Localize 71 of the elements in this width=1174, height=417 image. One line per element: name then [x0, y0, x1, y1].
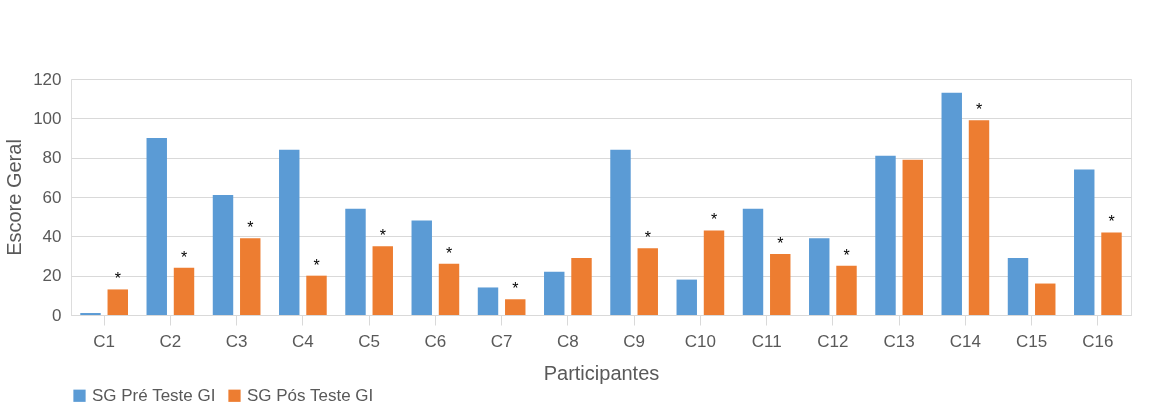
bar	[107, 289, 128, 315]
annotation: *	[1108, 213, 1115, 231]
x-tick-label: C9	[623, 331, 645, 351]
annotation: *	[777, 235, 784, 253]
x-tick-label: C14	[949, 331, 981, 351]
bar	[809, 238, 830, 315]
y-tick-label: 0	[52, 305, 62, 325]
bar	[610, 149, 631, 315]
annotation: *	[313, 256, 320, 274]
x-axis-title: Participantes	[543, 361, 660, 384]
bar	[372, 246, 393, 315]
x-tick-label: C15	[1016, 331, 1048, 351]
bar	[941, 92, 962, 315]
bar	[240, 238, 261, 315]
legend-label: SG Pré Teste GI	[92, 385, 216, 405]
annotation: *	[843, 246, 850, 264]
bar	[345, 208, 366, 315]
bar	[477, 287, 499, 315]
y-tick-label: 60	[42, 187, 62, 207]
annotation: *	[710, 211, 718, 229]
annotation: *	[975, 101, 983, 119]
y-tick-label: 120	[33, 69, 62, 89]
bar	[306, 275, 327, 315]
annotation: *	[114, 270, 121, 288]
bar	[703, 230, 725, 315]
legend-label: SG Pós Teste GI	[247, 385, 374, 405]
x-tick-label: C13	[883, 331, 915, 351]
bar	[875, 155, 896, 315]
annotation: *	[644, 229, 651, 247]
bar	[438, 263, 460, 315]
bar	[505, 299, 526, 315]
x-tick-label: C6	[424, 331, 447, 351]
bar	[1101, 232, 1122, 315]
y-axis-title: Escore Geral	[3, 139, 26, 256]
annotation: *	[379, 227, 386, 245]
annotation: *	[180, 248, 188, 266]
bar	[968, 120, 990, 315]
x-tick-label: C10	[684, 331, 716, 351]
y-tick-label: 40	[42, 226, 62, 246]
bar	[1007, 257, 1029, 315]
x-tick-label: C11	[751, 331, 782, 351]
y-tick-label: 20	[42, 266, 62, 286]
bar	[676, 279, 697, 315]
bar	[279, 149, 300, 315]
x-tick-label: C1	[93, 331, 115, 351]
bar	[544, 271, 565, 315]
annotation: *	[512, 280, 519, 298]
bar	[1035, 283, 1056, 315]
x-tick-label: C5	[358, 331, 380, 351]
annotation: *	[247, 219, 254, 237]
bar	[212, 195, 234, 315]
bar	[173, 267, 195, 315]
y-tick-label: 80	[42, 148, 62, 168]
bar	[770, 254, 791, 315]
x-tick-label: C3	[225, 331, 248, 351]
x-tick-label: C2	[159, 331, 182, 351]
bar	[637, 248, 658, 315]
bar	[411, 220, 432, 315]
bar	[902, 159, 923, 315]
x-tick-label: C4	[292, 331, 314, 351]
bar	[1074, 169, 1095, 315]
x-tick-label: C8	[557, 331, 579, 351]
bar	[146, 138, 167, 315]
bar	[836, 265, 857, 315]
annotation: *	[445, 244, 453, 262]
x-tick-label: C12	[817, 331, 849, 351]
x-tick-label: C16	[1082, 331, 1114, 351]
bar	[571, 257, 592, 315]
y-tick-label: 100	[33, 108, 62, 128]
x-tick-label: C7	[490, 331, 513, 351]
bar	[742, 208, 764, 315]
